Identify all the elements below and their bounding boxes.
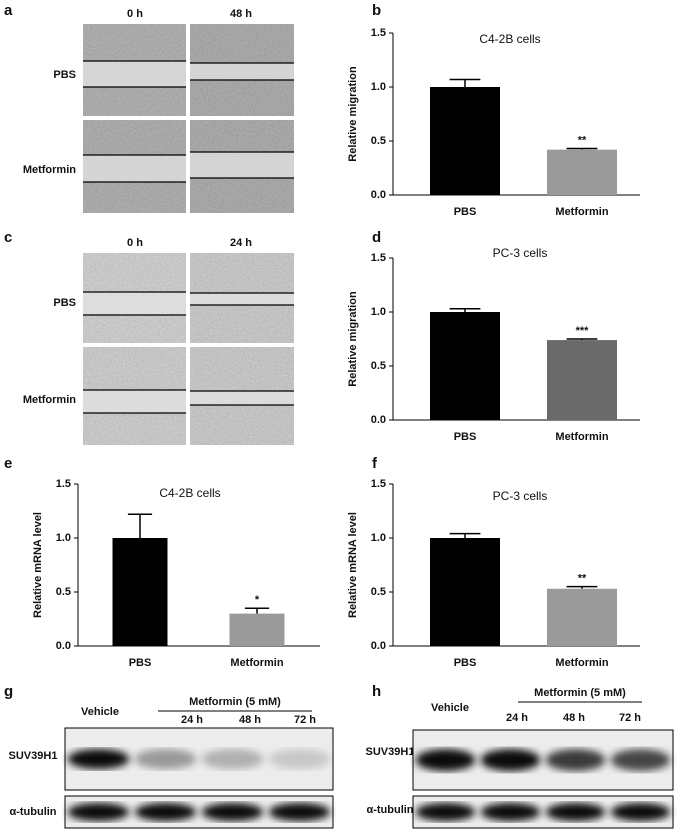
lane-label: 72 h (619, 712, 641, 724)
y-tick-label: 1.0 (371, 81, 386, 93)
band (201, 803, 264, 821)
y-tick-label: 1.5 (371, 252, 386, 264)
scratch-gap (83, 390, 186, 413)
band (415, 749, 476, 771)
bar (547, 149, 617, 195)
band (545, 803, 606, 821)
scratch-gap (83, 292, 186, 315)
lane-label: 48 h (239, 714, 261, 726)
band (415, 803, 476, 821)
column-header: 0 h (127, 237, 143, 249)
bar (547, 340, 617, 420)
scratch-gap (190, 63, 294, 80)
x-tick-label: Metformin (555, 206, 608, 218)
row-label: PBS (53, 69, 76, 81)
band (201, 749, 264, 769)
band (134, 749, 197, 769)
band (134, 803, 197, 821)
band (268, 803, 331, 821)
lane-label: 24 h (181, 714, 203, 726)
lane-label: Vehicle (81, 706, 119, 718)
x-tick-label: Metformin (230, 657, 283, 669)
bar (430, 312, 500, 420)
panel-label: c (4, 229, 12, 246)
bar (430, 87, 500, 195)
y-tick-label: 1.5 (371, 478, 386, 490)
y-tick-label: 1.0 (371, 306, 386, 318)
x-tick-label: PBS (454, 431, 477, 443)
chart-title: PC-3 cells (493, 246, 548, 260)
chart-title: C4-2B cells (159, 486, 220, 500)
y-tick-label: 0.5 (371, 135, 386, 147)
band (268, 749, 331, 769)
panel-label: f (372, 455, 378, 472)
lane-label: 24 h (506, 712, 528, 724)
y-tick-label: 1.0 (371, 532, 386, 544)
x-tick-label: PBS (454, 206, 477, 218)
row-label: PBS (53, 297, 76, 309)
x-tick-label: PBS (129, 657, 152, 669)
panel-label: a (4, 2, 13, 19)
bar (112, 538, 168, 646)
band (67, 803, 130, 821)
y-tick-label: 0.0 (371, 189, 386, 201)
y-axis-label: Relative mRNA level (32, 512, 44, 618)
x-tick-label: PBS (454, 657, 477, 669)
y-tick-label: 0.5 (371, 586, 386, 598)
band (545, 749, 606, 771)
column-header: 24 h (230, 237, 252, 249)
bar (229, 613, 285, 646)
y-tick-label: 1.0 (56, 532, 71, 544)
x-tick-label: Metformin (555, 657, 608, 669)
significance: ** (578, 573, 587, 585)
scratch-gap (190, 391, 294, 405)
protein-label: α-tubulin (9, 806, 56, 818)
significance: *** (576, 325, 590, 337)
panel-label: h (372, 683, 381, 700)
significance: * (255, 594, 260, 606)
band (610, 803, 671, 821)
panel-label: g (4, 683, 13, 700)
column-header: 0 h (127, 8, 143, 20)
significance: ** (578, 134, 587, 146)
protein-label: SUV39H1 (9, 750, 58, 762)
chart-title: C4-2B cells (479, 32, 540, 46)
protein-label: SUV39H1 (366, 746, 415, 758)
y-tick-label: 0.5 (56, 586, 71, 598)
band (67, 749, 130, 769)
lane-label: 72 h (294, 714, 316, 726)
y-tick-label: 0.0 (56, 640, 71, 652)
scratch-gap (190, 152, 294, 178)
lane-label: Vehicle (431, 702, 469, 714)
row-label: Metformin (23, 394, 76, 406)
lane-label: 48 h (563, 712, 585, 724)
y-tick-label: 0.5 (371, 360, 386, 372)
column-header: 48 h (230, 8, 252, 20)
y-axis-label: Relative mRNA level (347, 512, 359, 618)
panel-label: d (372, 229, 381, 246)
bar (430, 538, 500, 646)
x-tick-label: Metformin (555, 431, 608, 443)
protein-label: α-tubulin (366, 804, 413, 816)
bar (547, 588, 617, 646)
band (480, 803, 541, 821)
treatment-label: Metformin (5 mM) (189, 696, 281, 708)
y-tick-label: 0.0 (371, 414, 386, 426)
y-tick-label: 1.5 (371, 27, 386, 39)
row-label: Metformin (23, 164, 76, 176)
panel-label: e (4, 455, 12, 472)
band (480, 749, 541, 771)
scratch-gap (83, 155, 186, 182)
band (610, 749, 671, 771)
chart-title: PC-3 cells (493, 489, 548, 503)
y-tick-label: 1.5 (56, 478, 71, 490)
treatment-label: Metformin (5 mM) (534, 687, 626, 699)
y-axis-label: Relative migration (347, 291, 359, 387)
scratch-gap (83, 61, 186, 87)
y-axis-label: Relative migration (347, 66, 359, 162)
scratch-gap (190, 293, 294, 305)
panel-label: b (372, 2, 381, 19)
y-tick-label: 0.0 (371, 640, 386, 652)
